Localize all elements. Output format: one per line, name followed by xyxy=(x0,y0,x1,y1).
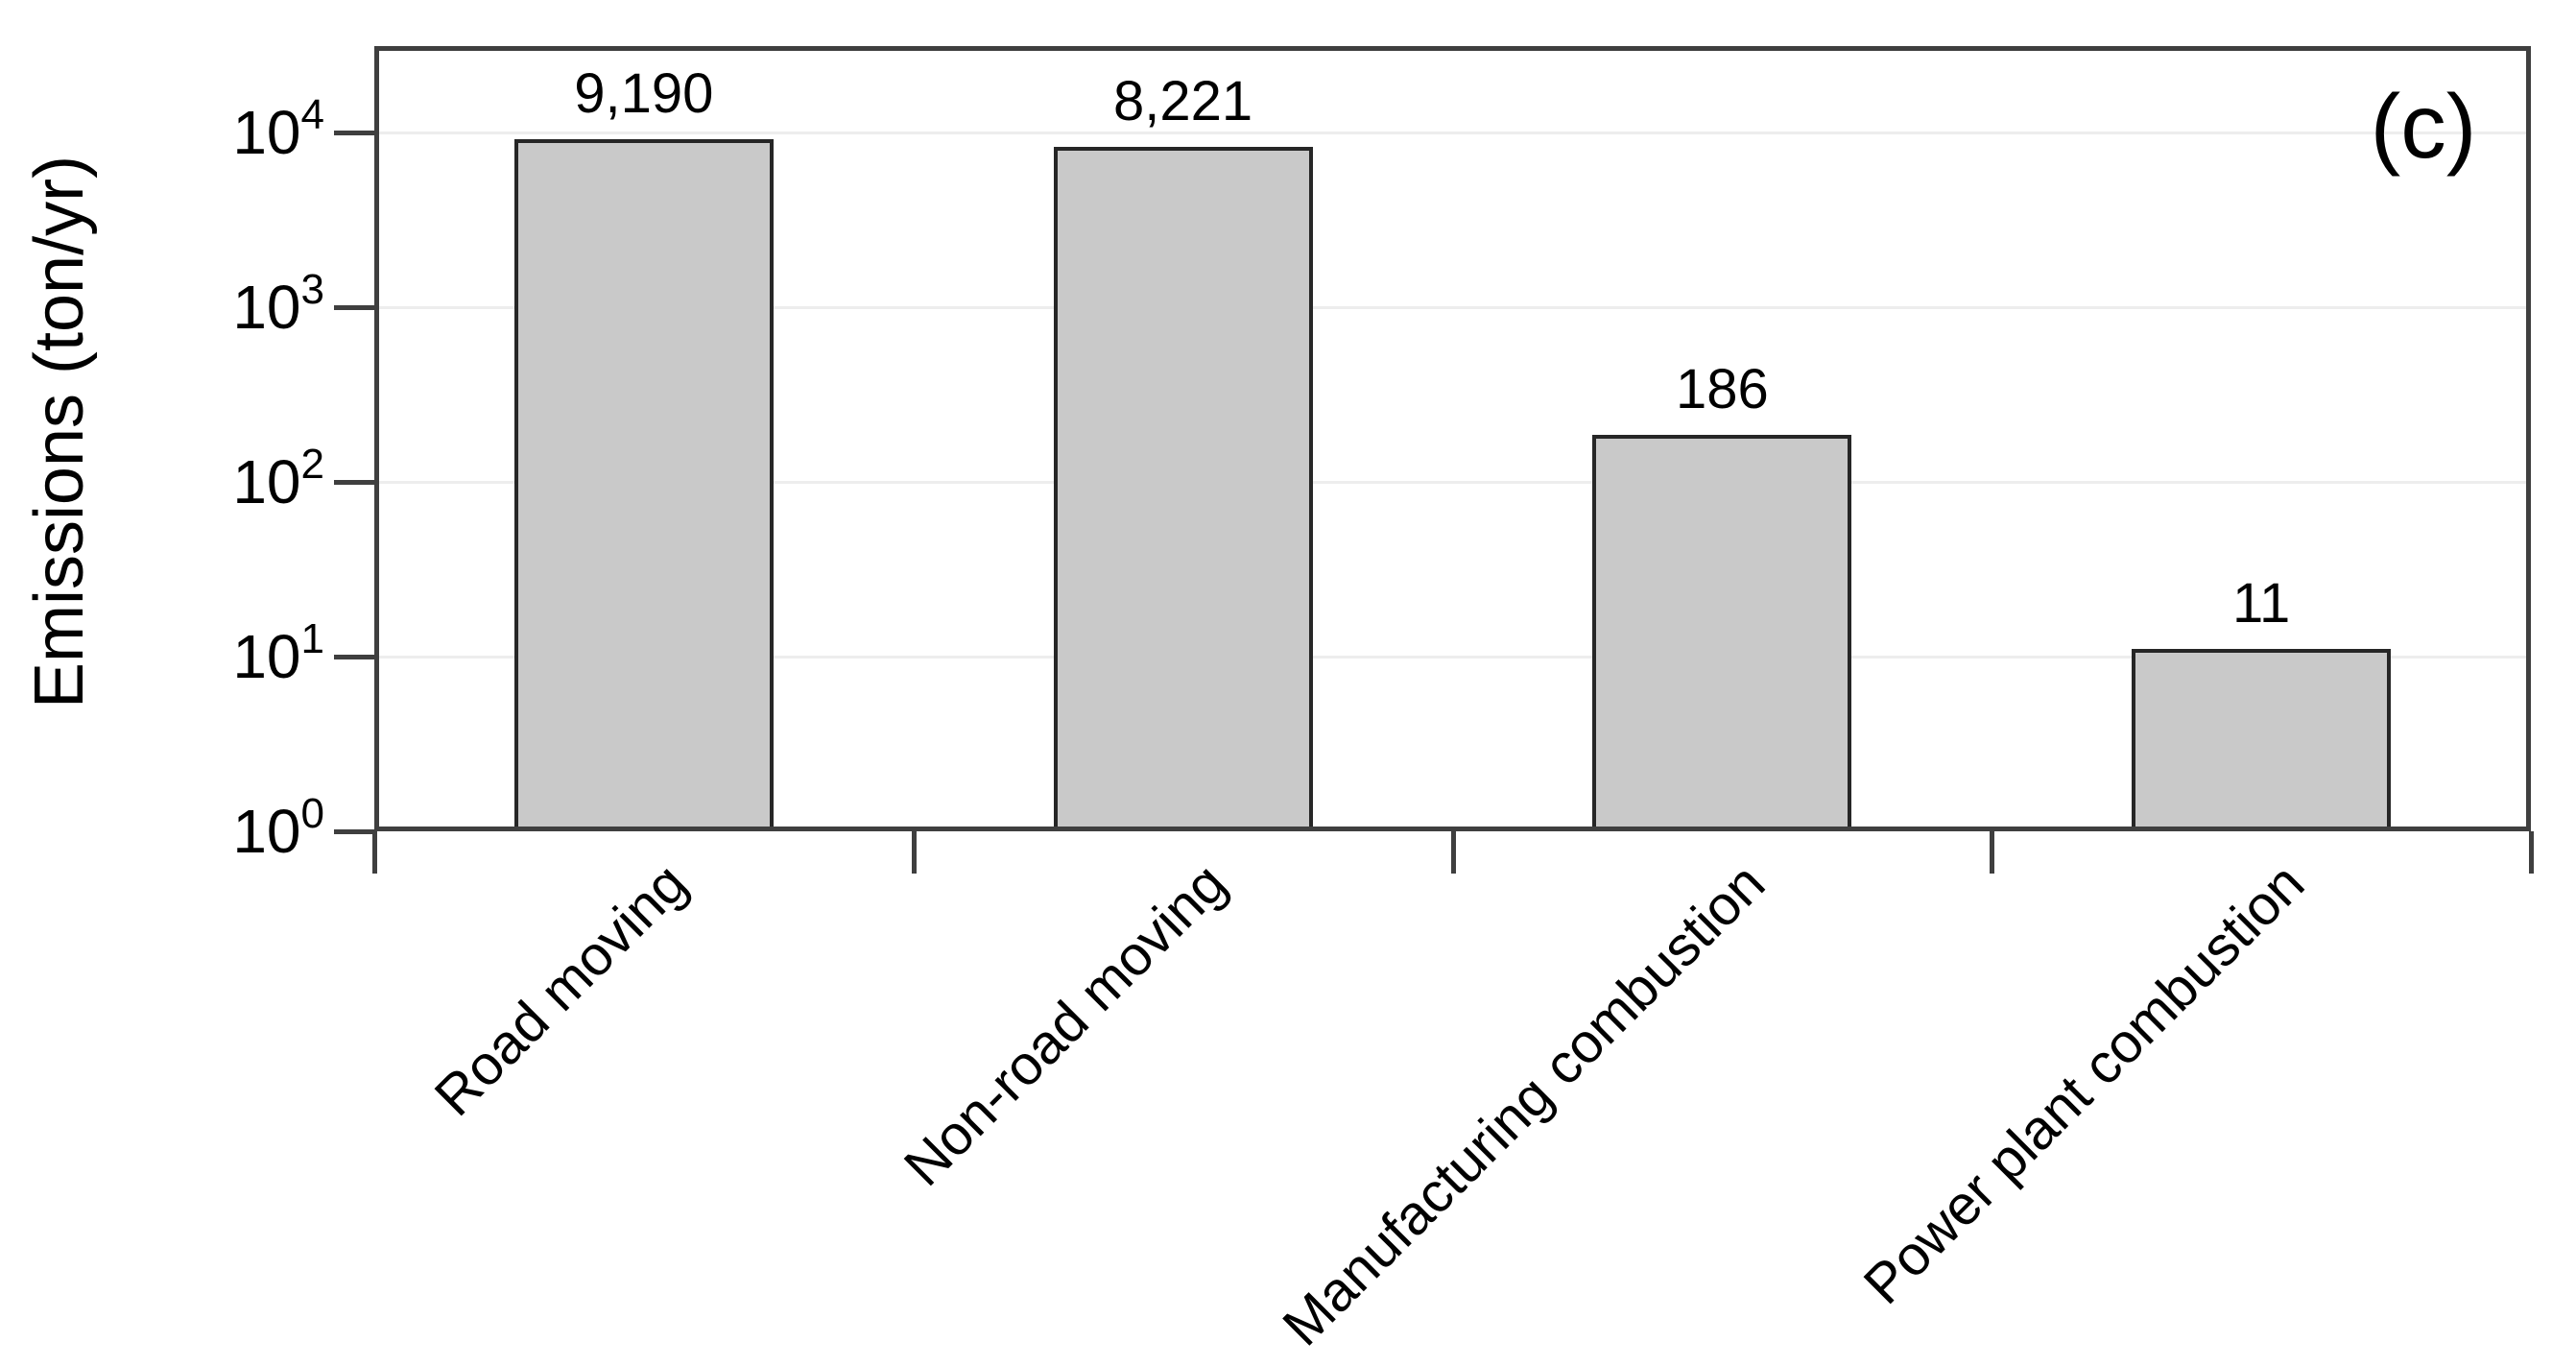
panel-label: (c) xyxy=(2370,76,2477,178)
bar xyxy=(1053,147,1313,831)
decade-gridline xyxy=(378,132,2527,134)
y-tick xyxy=(334,829,374,834)
bar xyxy=(513,138,774,831)
x-category-label: Road moving xyxy=(422,851,700,1128)
y-tick xyxy=(334,655,374,659)
y-tick-label: 102 xyxy=(232,440,324,516)
y-tick-label: 100 xyxy=(232,789,324,866)
x-tick xyxy=(2529,831,2534,874)
y-tick-label: 103 xyxy=(232,265,324,342)
y-axis-title: Emissions (ton/yr) xyxy=(21,155,98,709)
x-tick xyxy=(911,831,917,874)
decade-gridline xyxy=(378,306,2527,309)
y-tick-label: 104 xyxy=(232,90,324,167)
x-tick xyxy=(1990,831,1995,874)
x-tick xyxy=(372,831,377,874)
decade-gridline xyxy=(378,481,2527,484)
bar-value-label: 8,221 xyxy=(1113,70,1253,133)
y-tick-label: 101 xyxy=(232,614,324,691)
bar-value-label: 11 xyxy=(2232,572,2291,635)
x-tick xyxy=(1450,831,1456,874)
y-tick xyxy=(334,480,374,485)
y-tick xyxy=(334,305,374,310)
bar-value-label: 186 xyxy=(1675,357,1769,420)
bar xyxy=(1592,434,1852,831)
y-tick xyxy=(334,131,374,135)
decade-gridline xyxy=(378,656,2527,659)
bar-value-label: 9,190 xyxy=(574,61,714,125)
bar xyxy=(2132,649,2392,831)
